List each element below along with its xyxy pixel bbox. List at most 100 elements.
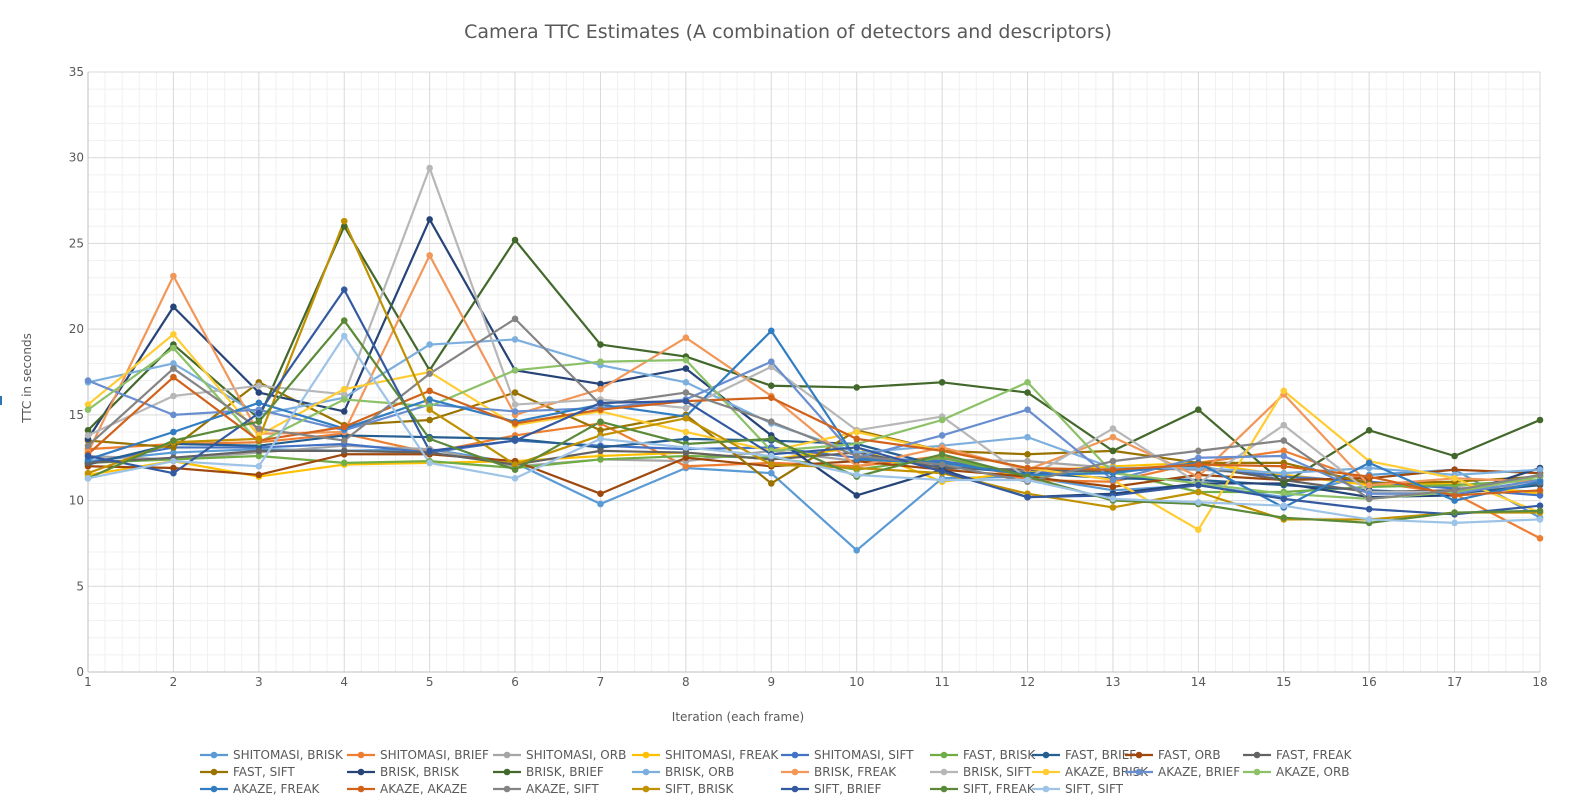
legend-item: FAST, BRIEF	[1032, 748, 1136, 762]
series-line	[87, 439, 1541, 497]
legend-swatch-marker	[357, 751, 365, 759]
data-point	[1195, 447, 1202, 455]
data-point	[767, 394, 775, 402]
legend-item: BRISK, SIFT	[930, 765, 1032, 779]
legend-swatch-marker	[791, 785, 799, 793]
legend-swatch-marker	[940, 785, 948, 793]
data-point	[340, 217, 348, 225]
x-tick-label: 16	[1362, 675, 1377, 689]
y-axis-tick-labels: 0 5 10 15 20 25 30 35	[69, 65, 84, 679]
data-point	[340, 222, 348, 230]
data-point	[597, 341, 604, 348]
x-tick-label: 5	[426, 675, 434, 689]
data-point	[255, 435, 263, 443]
legend-label: AKAZE, SIFT	[526, 782, 599, 796]
data-point	[767, 435, 775, 443]
legend-label: AKAZE, AKAZE	[380, 782, 467, 796]
axes	[87, 72, 1540, 673]
data-point	[1536, 466, 1544, 474]
data-point	[1024, 406, 1031, 414]
data-point	[511, 466, 519, 474]
data-point	[767, 461, 775, 468]
data-point	[255, 462, 263, 470]
legend-label: SHITOMASI, SIFT	[814, 748, 914, 762]
data-point	[767, 363, 775, 371]
legend-label: BRISK, BRIEF	[526, 765, 604, 779]
data-point	[170, 449, 177, 456]
legend-label: AKAZE, BRIEF	[1158, 765, 1240, 779]
x-tick-label: 1	[84, 675, 92, 689]
data-point	[84, 469, 92, 477]
data-point	[682, 389, 690, 396]
data-point	[1195, 461, 1202, 468]
x-tick-label: 9	[767, 675, 775, 689]
legend-swatch-marker	[1042, 785, 1050, 793]
legend-swatch-marker	[940, 768, 948, 776]
data-point	[426, 396, 433, 403]
major-gridlines	[87, 71, 1541, 673]
data-point	[1195, 526, 1202, 534]
data-point	[1536, 492, 1544, 499]
data-point	[1109, 483, 1117, 491]
data-point	[426, 164, 433, 172]
series-line	[87, 376, 1541, 497]
legend-swatch-marker	[1253, 768, 1261, 776]
series-line	[87, 220, 1540, 521]
legend-swatch-marker	[210, 768, 218, 776]
legend-swatch-marker	[642, 785, 650, 793]
data-point	[597, 456, 604, 463]
legend-item: SHITOMASI, BRIEF	[347, 748, 489, 762]
data-point	[1365, 459, 1373, 467]
legend-item: FAST, BRISK	[930, 748, 1036, 762]
data-point	[1536, 416, 1544, 424]
data-point	[682, 378, 690, 386]
data-point	[597, 406, 604, 414]
series-line	[87, 346, 1541, 500]
data-point	[426, 252, 433, 259]
data-point	[1451, 519, 1458, 527]
data-point	[84, 426, 92, 434]
data-point	[853, 428, 861, 436]
data-point	[1280, 447, 1288, 455]
x-tick-label: 8	[682, 675, 690, 689]
legend-item: BRISK, BRIEF	[493, 765, 604, 779]
data-point	[170, 444, 177, 451]
data-point	[938, 468, 946, 475]
data-point	[426, 341, 433, 348]
data-point	[1536, 486, 1544, 494]
data-point	[255, 447, 263, 455]
data-point	[853, 546, 861, 554]
data-point	[1109, 433, 1117, 441]
data-point	[426, 435, 433, 443]
data-point	[1109, 457, 1117, 465]
x-tick-label: 12	[1020, 675, 1035, 689]
data-point	[1109, 447, 1117, 455]
data-point	[682, 428, 690, 436]
data-point	[853, 471, 861, 479]
data-point	[255, 382, 263, 390]
legend: SHITOMASI, BRISK SHITOMASI, BRIEF SHITOMAS…	[200, 748, 1353, 796]
legend-item: FAST, ORB	[1125, 748, 1221, 762]
data-point	[1024, 450, 1031, 458]
data-point	[511, 236, 519, 244]
chart-title: Camera TTC Estimates (A combination of d…	[464, 21, 1112, 43]
x-tick-label: 14	[1191, 675, 1206, 689]
data-point	[767, 327, 775, 335]
y-tick-label: 25	[69, 236, 84, 250]
y-tick-label: 5	[76, 579, 84, 593]
series-line	[87, 319, 1541, 524]
series-line	[87, 254, 1541, 487]
data-point	[255, 418, 263, 426]
data-point	[340, 317, 348, 324]
legend-swatch-marker	[503, 751, 511, 759]
data-point	[682, 435, 690, 443]
x-tick-label: 6	[511, 675, 519, 689]
data-point	[682, 444, 690, 451]
data-point	[426, 406, 433, 414]
series-line	[87, 334, 1541, 524]
data-point	[1280, 462, 1288, 470]
data-point	[767, 418, 775, 426]
data-point	[426, 370, 433, 378]
x-tick-label: 15	[1276, 675, 1291, 689]
data-point	[170, 464, 177, 472]
